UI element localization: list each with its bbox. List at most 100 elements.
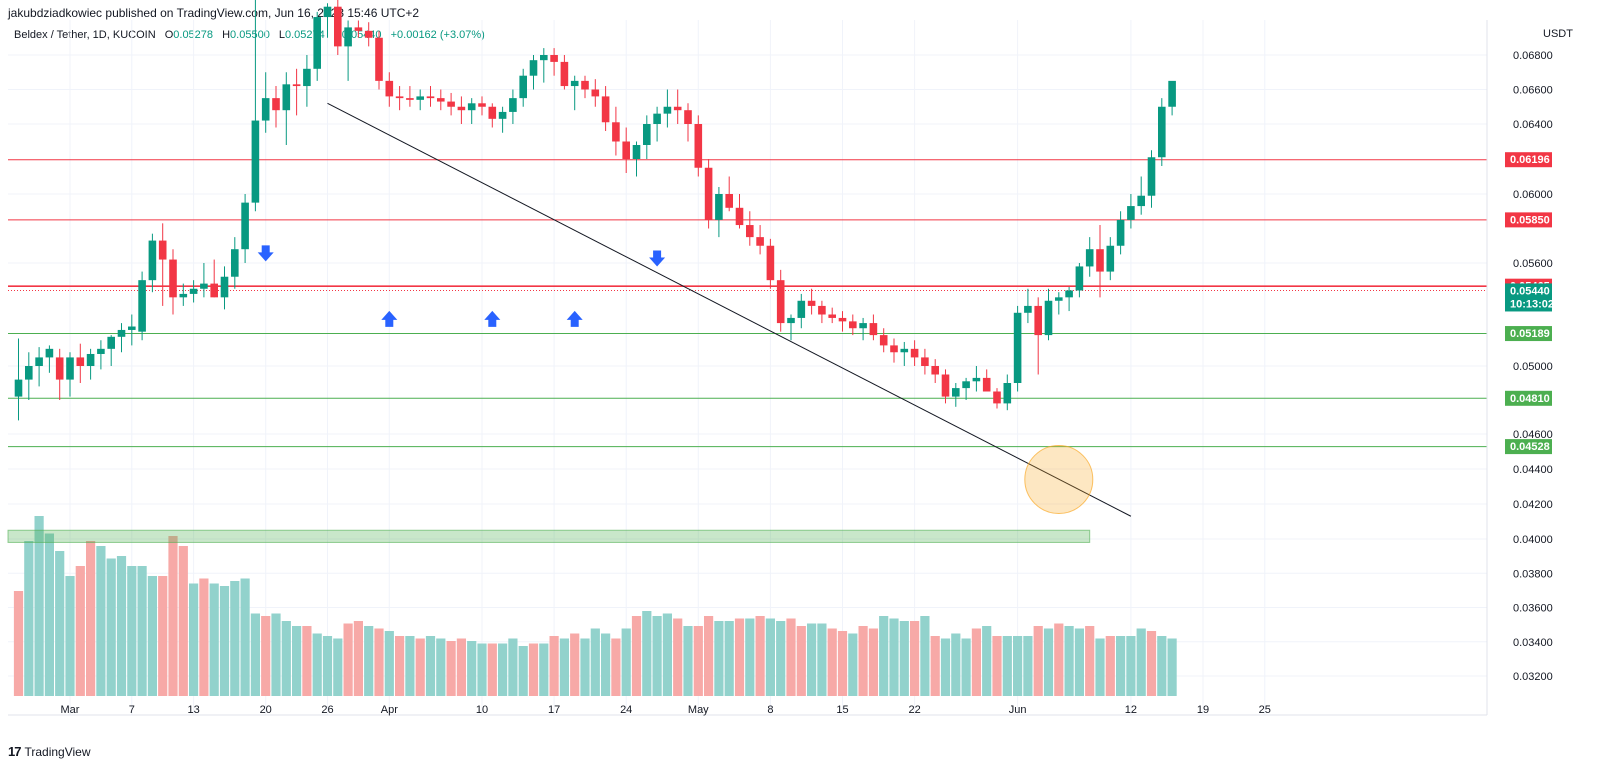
candle-body — [756, 237, 764, 246]
candle-body — [97, 348, 105, 354]
volume-bar — [837, 631, 848, 696]
candle-body — [921, 357, 929, 366]
volume-bar — [652, 616, 662, 696]
brand-name[interactable]: TradingView — [24, 744, 91, 759]
candle-body — [478, 103, 486, 107]
grid-lines — [8, 20, 1487, 715]
candle-body — [725, 194, 733, 208]
candles — [14, 0, 1176, 421]
volume-bar — [1085, 626, 1095, 696]
volume-bar — [189, 583, 199, 696]
volume-bar — [75, 566, 85, 696]
volume-bar — [1033, 626, 1043, 696]
volume-bar — [683, 626, 693, 696]
candle-body — [1003, 383, 1012, 404]
candle-body — [35, 357, 43, 366]
arrow-down-icon — [649, 250, 666, 267]
x-tick-label: 22 — [908, 704, 920, 716]
candle-body — [467, 103, 476, 111]
volume-bar — [1074, 628, 1084, 696]
candle-body — [138, 280, 146, 332]
candle-body — [1013, 312, 1022, 383]
candle-body — [1127, 206, 1135, 220]
volume-bar — [353, 621, 363, 696]
volume-bar — [920, 616, 930, 696]
volume-bar — [1043, 628, 1054, 696]
volume-bar — [1116, 636, 1126, 696]
price-tag — [1505, 326, 1552, 342]
price-tag — [1505, 439, 1552, 455]
volume-bar — [590, 628, 600, 696]
x-tick-label: 24 — [620, 704, 632, 716]
y-tick-label: 0.04600 — [1513, 429, 1553, 441]
volume-bar — [776, 621, 786, 696]
high-label: H — [222, 29, 231, 41]
candle-body — [416, 96, 424, 100]
candle-body — [859, 323, 867, 329]
x-tick-label: Mar — [61, 704, 80, 716]
volume-bar — [292, 626, 302, 696]
candle-body — [169, 259, 177, 298]
candle-body — [272, 98, 280, 111]
volume-bar — [930, 636, 940, 696]
candle-body — [1158, 106, 1166, 158]
candle-body — [879, 335, 888, 346]
volume-bar — [261, 616, 271, 696]
candle-body — [962, 381, 970, 389]
volume-bar — [333, 638, 343, 696]
x-tick-label: 7 — [129, 704, 135, 716]
volume-bar — [467, 641, 477, 696]
candle-body — [128, 326, 136, 330]
time-axis: Mar 7 13 20 26 Apr 10 17 24 May 8 15 22 Jun 12 19 25 — [8, 704, 1487, 716]
candle-body — [179, 293, 188, 298]
volume-bar — [240, 578, 250, 696]
volume-bar — [662, 613, 672, 696]
candle-body — [189, 288, 198, 294]
volume-bar — [384, 631, 394, 696]
countdown-label: 10:13:02 — [1510, 298, 1554, 310]
symbol-name[interactable]: Beldex / Tether, 1D, KUCOIN — [14, 29, 156, 41]
candle-body — [684, 110, 692, 124]
volume-bar — [147, 576, 157, 696]
candle-body — [540, 55, 548, 61]
candle-body — [612, 122, 620, 142]
candle-body — [334, 6, 342, 47]
candle-body — [735, 207, 744, 226]
candle-body — [86, 353, 95, 366]
arrow-up-icon — [381, 310, 398, 327]
volume-bar — [425, 636, 436, 696]
candle-body — [910, 348, 919, 358]
volume-bar — [518, 646, 528, 696]
candle-body — [158, 240, 167, 260]
volume-bar — [910, 621, 920, 696]
x-tick-label: 25 — [1259, 704, 1271, 716]
volume-bar — [250, 613, 260, 696]
volume-bar — [477, 643, 487, 696]
candle-body — [323, 6, 332, 18]
annotations — [257, 245, 1094, 514]
candle-body — [807, 300, 816, 306]
volume-bar — [1126, 636, 1136, 696]
price-tag-label: 0.06196 — [1510, 154, 1550, 166]
volume-bar — [559, 638, 569, 696]
candle-body — [406, 98, 414, 100]
volume-bar — [992, 636, 1002, 696]
x-tick-label: 8 — [767, 704, 773, 716]
volume-bar — [1167, 638, 1177, 696]
trendline-group — [327, 102, 1132, 517]
price-tag — [1505, 212, 1552, 228]
candle-body — [673, 106, 682, 111]
candle-body — [797, 300, 806, 318]
candle-body — [1075, 266, 1084, 291]
volume-bar — [1002, 636, 1012, 696]
price-tag-label: 0.05189 — [1510, 328, 1550, 340]
candle-body — [632, 145, 641, 159]
volume-bar — [580, 638, 590, 696]
volume-bar — [127, 566, 137, 696]
candle-body — [776, 280, 785, 324]
volume-bar — [456, 638, 466, 696]
volume-bar — [1146, 631, 1157, 696]
candle-body — [653, 113, 661, 124]
candle-body — [972, 377, 981, 382]
